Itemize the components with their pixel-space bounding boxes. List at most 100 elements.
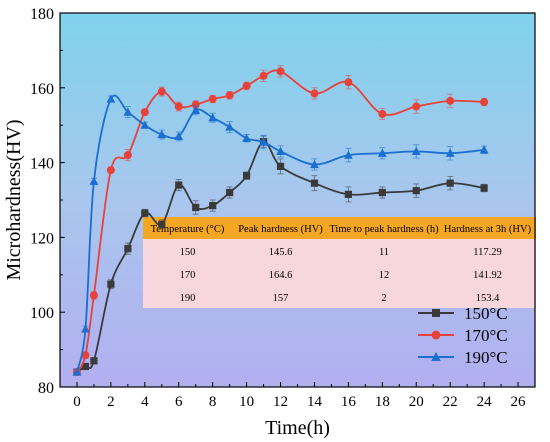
data-point <box>479 145 489 154</box>
data-point <box>343 150 353 159</box>
x-tick-label: 24 <box>477 394 493 410</box>
x-tick-label: 16 <box>341 394 357 410</box>
data-point <box>344 190 352 198</box>
data-point <box>157 87 166 96</box>
table-header-cell: Time to peak hardness (h) <box>329 224 439 235</box>
legend-label: 190°C <box>464 348 508 367</box>
table-body-bg <box>143 239 536 308</box>
data-point <box>106 94 116 103</box>
x-tick-label: 18 <box>375 394 390 410</box>
plot-background <box>60 13 535 387</box>
data-point <box>141 209 149 217</box>
legend-marker <box>431 330 441 340</box>
legend: 150°C 170°C 190°C <box>418 304 508 367</box>
x-tick-label: 22 <box>443 394 458 410</box>
data-point <box>225 122 235 131</box>
x-tick-label: 20 <box>409 394 424 410</box>
table-header-cell: Hardness at 3h (HV) <box>444 224 532 235</box>
table-header-cell: Temperature (°C) <box>151 224 225 235</box>
data-point <box>208 113 218 122</box>
data-point <box>81 362 90 371</box>
table-cell: 11 <box>379 247 389 258</box>
table-cell: 153.4 <box>476 293 500 304</box>
data-point <box>446 96 455 105</box>
table-header-cell: Peak hardness (HV) <box>238 224 323 235</box>
data-point <box>157 129 167 139</box>
data-point <box>378 188 386 197</box>
y-tick-label: 160 <box>30 81 54 98</box>
data-point <box>412 187 420 195</box>
series-triangle <box>72 94 489 376</box>
data-point <box>225 91 234 100</box>
y-axis-label: Microhardness(HV) <box>3 119 25 280</box>
data-point <box>242 133 252 142</box>
data-point <box>310 179 319 187</box>
legend-item: 150°C <box>418 304 508 323</box>
data-point <box>276 162 285 170</box>
data-point <box>226 188 234 197</box>
table-header-bg <box>143 217 536 239</box>
data-point <box>378 109 387 118</box>
data-point <box>123 151 132 160</box>
x-tick-label: 12 <box>273 394 288 410</box>
legend-item: 190°C <box>418 348 508 367</box>
data-point <box>412 102 421 111</box>
data-point <box>276 146 285 155</box>
data-point <box>174 102 183 111</box>
table-cell: 190 <box>180 293 196 304</box>
table-cell: 157 <box>273 293 289 304</box>
table-cell: 164.6 <box>269 270 293 281</box>
data-point <box>158 220 166 228</box>
table-cell: 150 <box>180 247 196 258</box>
data-point <box>377 148 387 157</box>
data-point <box>174 131 184 141</box>
x-tick-label: 2 <box>107 394 115 410</box>
data-point <box>480 98 489 107</box>
y-tick-label: 120 <box>30 230 54 247</box>
data-point <box>310 89 319 98</box>
data-point <box>81 324 90 333</box>
table-cell: 145.6 <box>269 247 293 258</box>
x-axis-label: Time(h) <box>265 417 330 439</box>
data-point <box>243 172 251 180</box>
data-point <box>191 105 201 114</box>
data-point <box>191 100 200 109</box>
data-point <box>209 202 217 210</box>
data-point <box>208 95 217 104</box>
series-line <box>76 69 485 373</box>
x-tick-label: 8 <box>209 394 217 410</box>
table-cell: 12 <box>379 270 390 281</box>
data-point <box>310 159 319 169</box>
legend-item: 170°C <box>418 326 508 345</box>
data-point <box>81 351 90 360</box>
x-tick-label: 26 <box>511 394 527 410</box>
table-cell: 2 <box>381 293 386 304</box>
table-cell: 170 <box>180 270 196 281</box>
y-tick-label: 80 <box>38 380 54 397</box>
data-point <box>89 291 98 300</box>
legend-marker <box>432 309 440 317</box>
data-point <box>276 67 285 76</box>
data-point <box>175 181 183 189</box>
data-point <box>123 107 133 116</box>
data-point <box>446 179 454 187</box>
data-point <box>90 357 98 365</box>
legend-label: 150°C <box>464 304 508 323</box>
data-point <box>89 176 99 185</box>
data-point <box>259 137 268 146</box>
series-square <box>73 135 488 376</box>
table-cell: 141.92 <box>473 270 502 281</box>
data-point <box>242 81 251 90</box>
legend-marker <box>431 352 441 361</box>
data-point <box>411 146 421 155</box>
x-tick-label: 6 <box>175 394 183 410</box>
table-cell: 117.29 <box>473 247 502 258</box>
y-tick-label: 100 <box>30 305 54 322</box>
data-point <box>140 120 150 129</box>
x-tick-label: 0 <box>73 394 81 410</box>
summary-table: Temperature (°C) Peak hardness (HV) Time t… <box>143 217 536 308</box>
data-point <box>445 148 455 157</box>
data-point <box>480 184 488 192</box>
data-point <box>124 245 132 253</box>
